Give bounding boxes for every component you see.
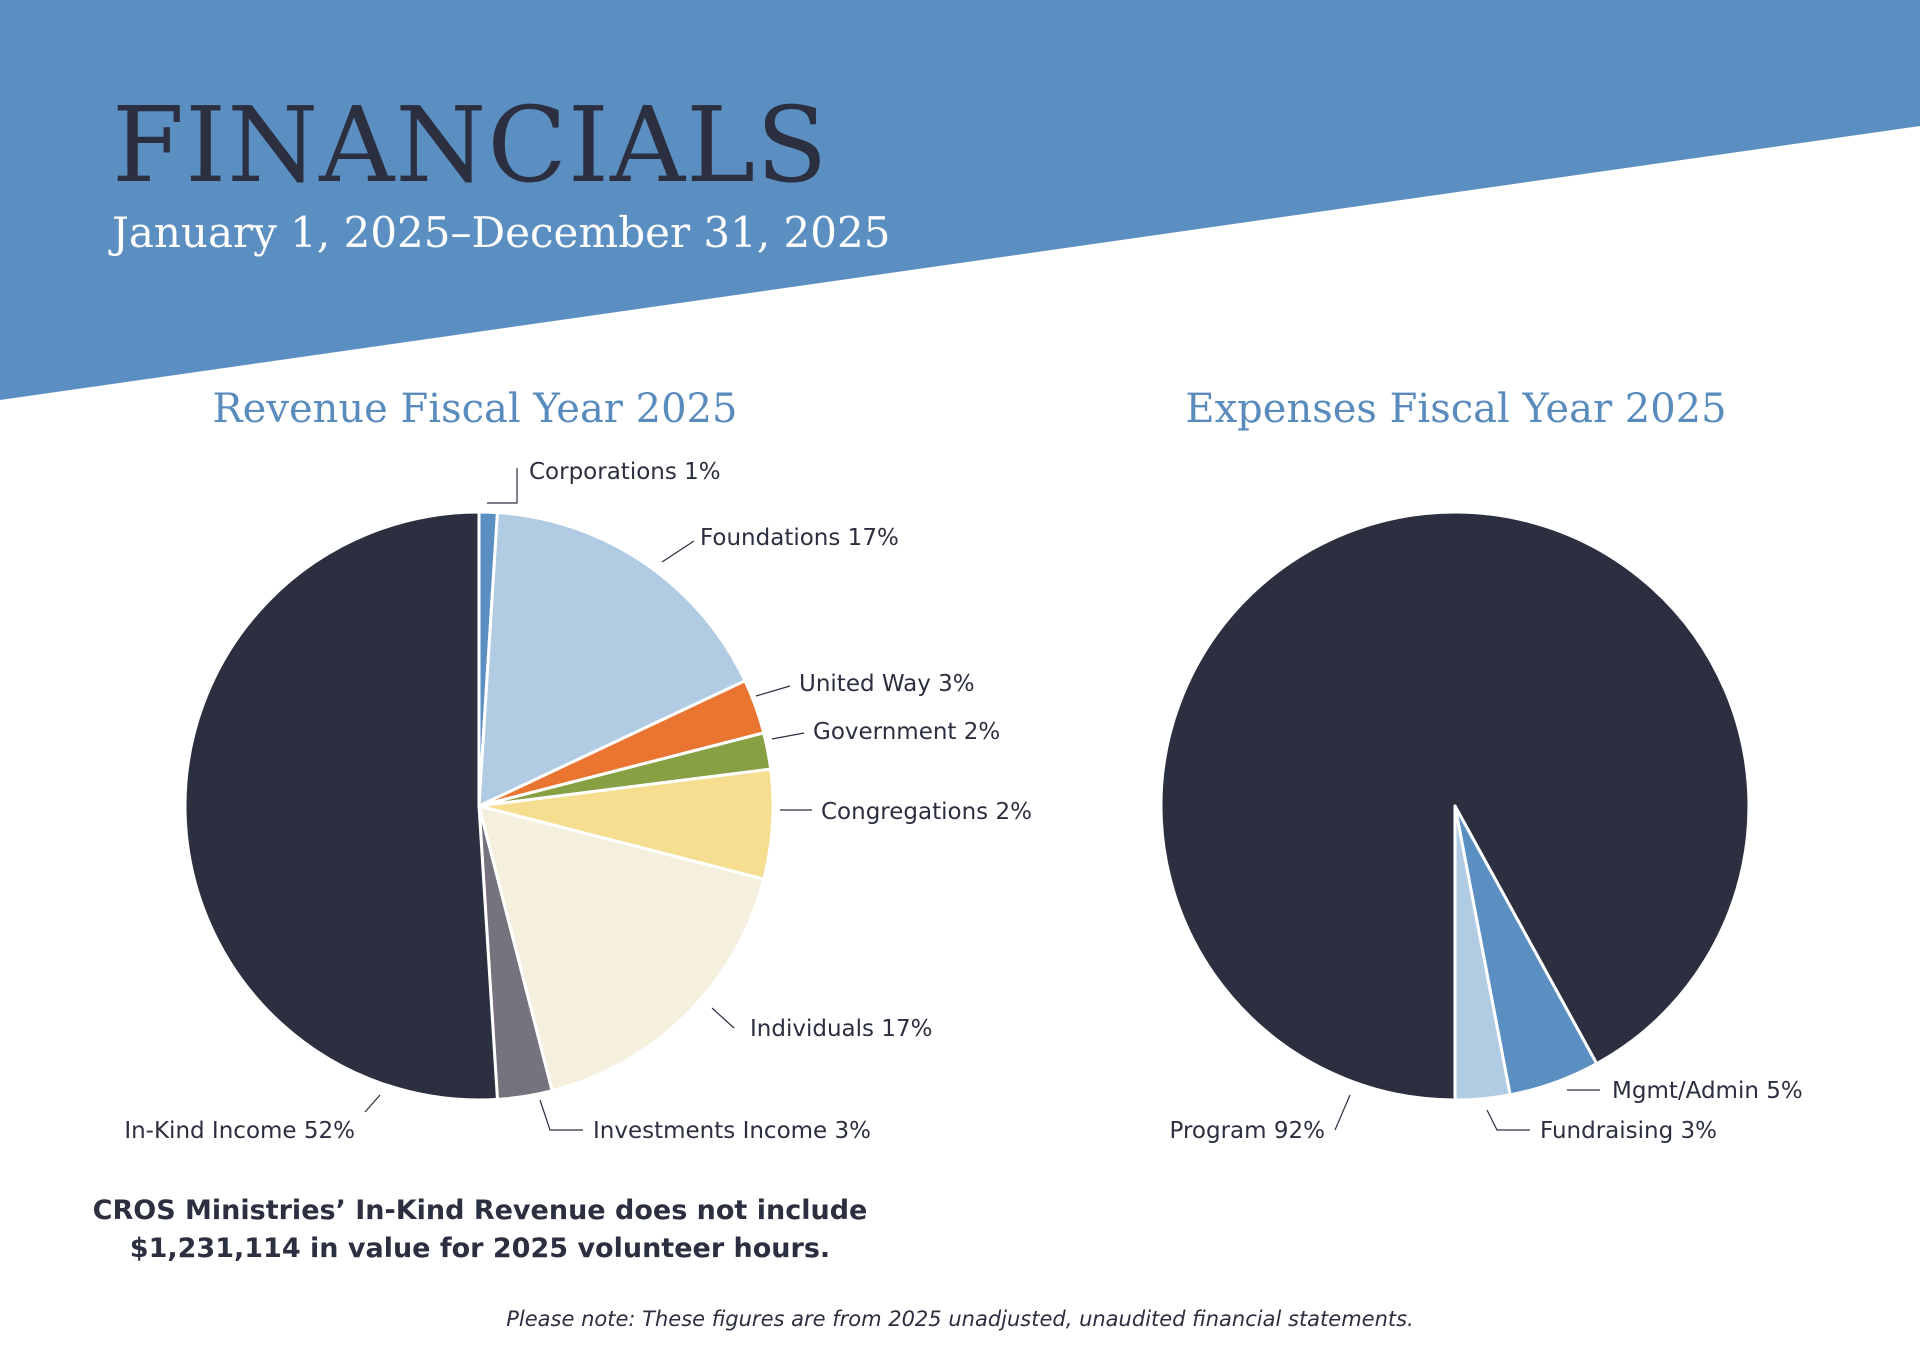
revenue-leader-1 <box>661 540 695 563</box>
page-title: FINANCIALS <box>112 84 829 206</box>
revenue-leader-7 <box>364 1094 381 1113</box>
revenue-label-7: In-Kind Income 52% <box>124 1118 355 1144</box>
expenses-slice-2 <box>1453 804 1512 1102</box>
disclaimer: Please note: These figures are from 2025… <box>506 1307 1414 1331</box>
expenses-leader-0 <box>1334 1094 1351 1131</box>
revenue-slice-1 <box>477 511 747 808</box>
expenses-label-2: Fundraising 3% <box>1540 1118 1717 1144</box>
expenses-leader-2 <box>1486 1109 1530 1131</box>
header-banner <box>0 0 1920 400</box>
revenue-label-1: Foundations 17% <box>700 525 899 551</box>
revenue-chart-title: Revenue Fiscal Year 2025 <box>212 386 738 432</box>
revenue-slice-7 <box>183 510 499 1102</box>
in-kind-note-line2: $1,231,114 in value for 2025 volunteer h… <box>129 1233 831 1264</box>
revenue-leader-0 <box>487 468 518 504</box>
revenue-leader-2 <box>755 685 791 697</box>
revenue-slice-5 <box>477 804 766 1093</box>
revenue-label-2: United Way 3% <box>799 671 975 697</box>
revenue-label-6: Investments Income 3% <box>593 1118 871 1144</box>
revenue-leader-5 <box>711 1007 735 1029</box>
expenses-chart-title: Expenses Fiscal Year 2025 <box>1185 386 1727 432</box>
in-kind-note-line1: CROS Ministries’ In-Kind Revenue does no… <box>92 1195 868 1226</box>
expenses-label-0: Program 92% <box>1170 1118 1325 1144</box>
revenue-label-0: Corporations 1% <box>529 459 721 485</box>
revenue-label-4: Congregations 2% <box>821 799 1032 825</box>
revenue-leader-3 <box>771 732 805 740</box>
revenue-leader-6 <box>539 1099 583 1131</box>
date-range-subtitle: January 1, 2025–December 31, 2025 <box>112 208 891 257</box>
revenue-label-3: Government 2% <box>813 719 1000 745</box>
in-kind-note: CROS Ministries’ In-Kind Revenue does no… <box>0 1192 960 1268</box>
expenses-label-1: Mgmt/Admin 5% <box>1612 1078 1803 1104</box>
revenue-label-5: Individuals 17% <box>750 1016 932 1042</box>
